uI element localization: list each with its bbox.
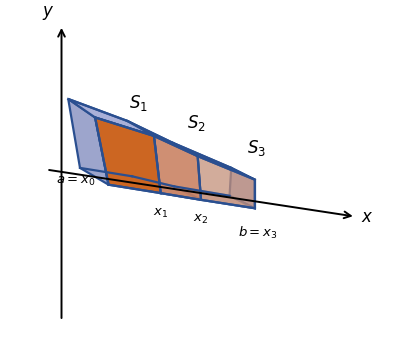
- Text: $a = x_0$: $a = x_0$: [55, 175, 95, 188]
- Polygon shape: [127, 121, 197, 156]
- Polygon shape: [172, 143, 254, 180]
- Text: $S_1$: $S_1$: [128, 93, 147, 113]
- Text: $S_3$: $S_3$: [246, 138, 265, 158]
- Polygon shape: [68, 99, 154, 136]
- Polygon shape: [68, 99, 108, 185]
- Text: $x_2$: $x_2$: [193, 213, 208, 226]
- Text: $y$: $y$: [42, 4, 55, 22]
- Polygon shape: [229, 168, 254, 208]
- Text: $x$: $x$: [360, 208, 372, 226]
- Polygon shape: [95, 118, 160, 193]
- Polygon shape: [197, 156, 254, 208]
- Polygon shape: [174, 187, 254, 208]
- Text: $S_2$: $S_2$: [186, 113, 205, 133]
- Text: $x_1$: $x_1$: [153, 207, 168, 220]
- Polygon shape: [132, 176, 200, 200]
- Text: $b = x_3$: $b = x_3$: [238, 225, 277, 241]
- Polygon shape: [154, 136, 200, 200]
